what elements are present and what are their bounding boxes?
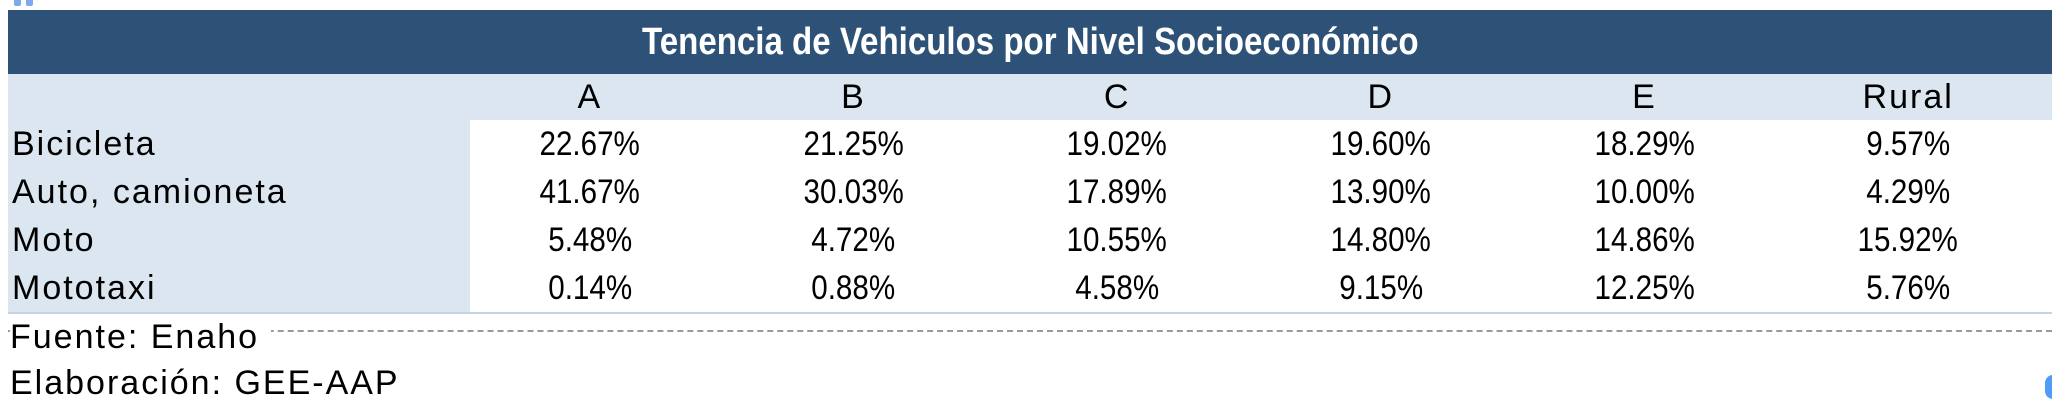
column-header-d: D (1367, 78, 1395, 116)
row-label: Moto (8, 216, 470, 264)
value-cell: 21.25% (803, 125, 904, 163)
column-header-a: A (577, 78, 603, 116)
cut-off-mark-icon (26, 0, 33, 6)
value-cell: 0.14% (547, 269, 632, 307)
value-cell: 4.72% (811, 221, 896, 259)
value-cell: 9.57% (1866, 125, 1951, 163)
table-title: Tenencia de Vehiculos por Nivel Socioeco… (641, 21, 1419, 63)
value-cell: 22.67% (539, 125, 640, 163)
value-cell: 19.60% (1330, 125, 1431, 163)
footer-source: Fuente: Enaho (10, 318, 272, 356)
value-cell: 15.92% (1857, 221, 1959, 259)
footer-elaboration: Elaboración: GEE-AAP (10, 364, 412, 402)
value-cell: 18.29% (1594, 125, 1695, 163)
scroll-cursor-pill[interactable] (2045, 375, 2052, 399)
value-cell: 13.90% (1330, 173, 1431, 211)
value-cell: 4.58% (1075, 269, 1160, 307)
value-cell: 14.80% (1330, 221, 1431, 259)
value-cell: 17.89% (1066, 173, 1168, 211)
column-header-e: E (1632, 78, 1657, 116)
table-row: Bicicleta 22.67% 21.25% 19.02% 19.60% 18.29% 9… (8, 120, 2052, 168)
value-cell: 4.29% (1866, 173, 1951, 211)
header-spacer-cell (8, 74, 470, 120)
table-header-row: A B C D E Rural (8, 74, 2052, 120)
table-title-bar: Tenencia de Vehiculos por Nivel Socioeco… (8, 10, 2052, 74)
value-cell: 14.86% (1594, 221, 1695, 259)
row-label: Mototaxi (8, 264, 470, 312)
table-body: Bicicleta 22.67% 21.25% 19.02% 19.60% 18.29% 9… (8, 120, 2052, 312)
cut-off-mark-icon (14, 0, 21, 6)
table-row: Auto, camioneta 41.67% 30.03% 17.89% 13.90% 1… (8, 168, 2052, 216)
row-label: Auto, camioneta (8, 168, 470, 216)
value-cell: 0.88% (811, 269, 896, 307)
table-row: Moto 5.48% 4.72% 10.55% 14.80% 14.86% 15.92% (8, 216, 2052, 264)
value-cell: 9.15% (1338, 269, 1423, 307)
value-cell: 30.03% (803, 173, 904, 211)
column-header-c: C (1103, 78, 1131, 116)
value-cell: 10.00% (1594, 173, 1695, 211)
row-label: Bicicleta (8, 120, 470, 168)
value-cell: 12.25% (1594, 269, 1695, 307)
column-header-rural: Rural (1862, 78, 1954, 116)
table-row: Mototaxi 0.14% 0.88% 4.58% 9.15% 12.25% 5.76% (8, 264, 2052, 312)
value-cell: 41.67% (539, 173, 640, 211)
vehicle-ownership-table: Tenencia de Vehiculos por Nivel Socioeco… (8, 10, 2052, 314)
page-break-dashed-line (8, 330, 2052, 332)
column-header-b: B (841, 78, 866, 116)
value-cell: 19.02% (1066, 125, 1168, 163)
value-cell: 5.76% (1866, 269, 1951, 307)
value-cell: 5.48% (547, 221, 632, 259)
value-cell: 10.55% (1066, 221, 1168, 259)
